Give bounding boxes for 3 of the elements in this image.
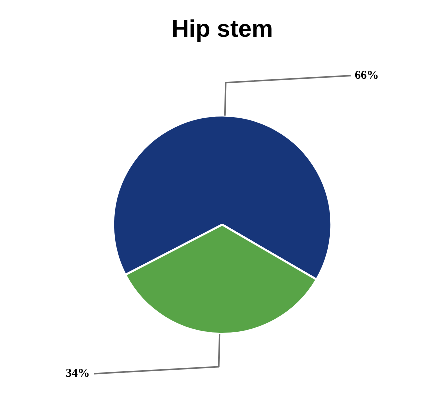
data-label: 34% [66, 366, 90, 380]
data-label: 66% [354, 68, 379, 82]
chart-title: Hip stem [172, 16, 274, 44]
